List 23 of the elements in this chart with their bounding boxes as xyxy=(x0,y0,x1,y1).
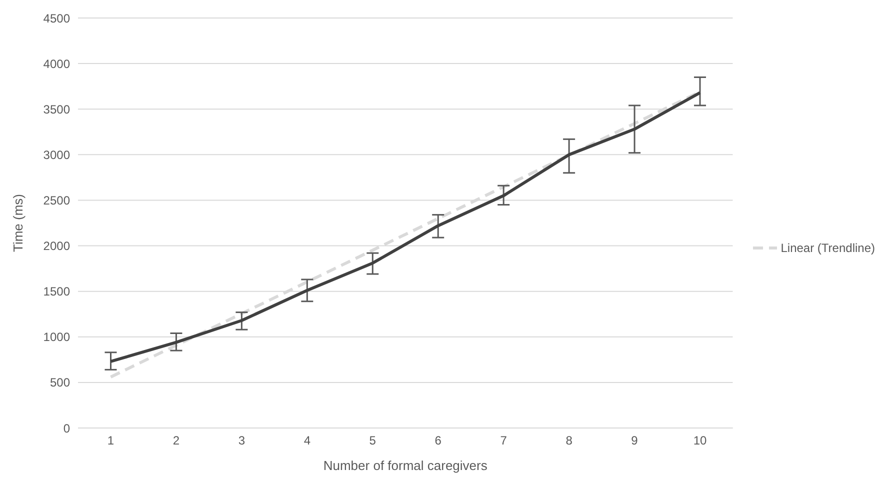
y-tick-label: 1500 xyxy=(43,284,70,299)
x-tick-label: 7 xyxy=(500,434,508,448)
y-tick-label: 2500 xyxy=(43,193,70,208)
y-tick-label: 4000 xyxy=(43,56,70,71)
y-axis-title: Time (ms) xyxy=(10,194,26,252)
y-tick-label: 4500 xyxy=(43,11,70,26)
x-tick-label: 3 xyxy=(238,434,246,448)
x-axis-title: Number of formal caregivers xyxy=(323,458,488,473)
x-tick-label: 5 xyxy=(369,434,376,448)
x-tick-label: 10 xyxy=(693,434,707,448)
y-tick-label: 3000 xyxy=(43,148,70,162)
legend-label: Linear (Trendline) xyxy=(780,241,875,255)
x-tick-label: 1 xyxy=(107,434,114,448)
y-tick-label: 2000 xyxy=(43,239,70,254)
x-tick-label: 4 xyxy=(304,434,311,448)
x-tick-label: 9 xyxy=(631,434,638,448)
y-tick-label: 1000 xyxy=(43,330,70,344)
y-tick-label: 0 xyxy=(63,421,70,436)
y-tick-label: 500 xyxy=(50,376,70,390)
x-tick-label: 2 xyxy=(172,434,180,448)
x-tick-label: 6 xyxy=(434,434,442,448)
y-tick-label: 3500 xyxy=(43,102,70,116)
x-tick-label: 8 xyxy=(566,434,573,448)
